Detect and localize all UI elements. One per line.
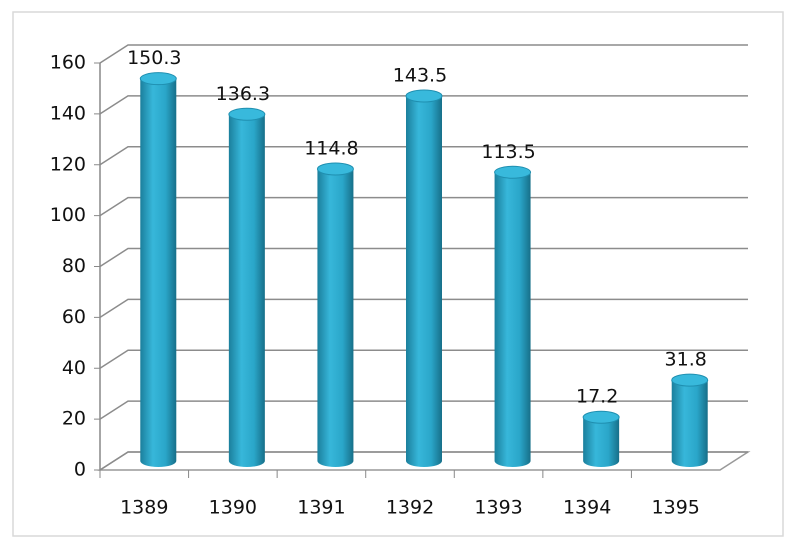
value-label: 136.3 xyxy=(216,83,270,105)
y-tick-label: 160 xyxy=(50,52,86,74)
y-tick-label: 20 xyxy=(62,408,86,430)
x-tick-label: 1389 xyxy=(120,497,168,519)
value-label: 113.5 xyxy=(481,141,535,163)
x-tick-label: 1395 xyxy=(652,497,700,519)
value-label: 17.2 xyxy=(576,386,618,408)
y-tick-label: 0 xyxy=(74,459,86,481)
grid-line xyxy=(99,298,748,319)
x-tick-label: 1394 xyxy=(563,497,611,519)
bar xyxy=(405,89,443,468)
y-tick-label: 40 xyxy=(62,357,86,379)
grid-line xyxy=(99,196,748,217)
value-label: 31.8 xyxy=(665,349,707,371)
y-tick-label: 140 xyxy=(50,102,86,124)
chart-frame xyxy=(12,11,784,537)
x-tick-label: 1393 xyxy=(474,497,522,519)
y-tick-label: 80 xyxy=(62,255,86,277)
grid-line xyxy=(99,349,748,369)
bar xyxy=(671,373,709,467)
x-tick-label: 1391 xyxy=(297,497,345,519)
grid-line xyxy=(99,451,748,471)
value-label: 143.5 xyxy=(393,64,447,86)
grid-line xyxy=(99,247,748,268)
grid-line xyxy=(99,146,748,166)
bar xyxy=(316,162,354,468)
bar xyxy=(494,165,532,468)
y-tick-label: 120 xyxy=(50,153,86,175)
y-tick-label: 100 xyxy=(50,204,86,226)
bar xyxy=(582,410,620,467)
x-tick-label: 1390 xyxy=(209,497,257,519)
grid-line xyxy=(99,44,748,64)
value-label: 150.3 xyxy=(127,47,181,69)
x-tick-label: 1392 xyxy=(386,497,434,519)
bar xyxy=(228,107,266,468)
bar xyxy=(139,72,177,467)
value-label: 114.8 xyxy=(304,137,358,159)
grid-line xyxy=(99,400,748,420)
grid-line xyxy=(99,95,748,115)
y-tick-label: 60 xyxy=(62,306,86,328)
